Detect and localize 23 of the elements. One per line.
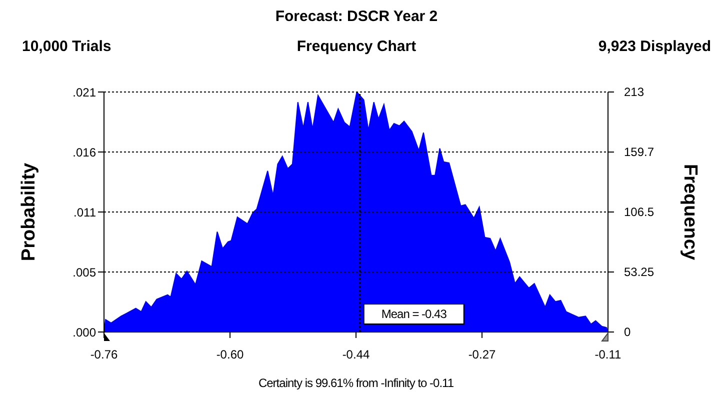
y2-axis-title: Frequency bbox=[679, 164, 700, 260]
chart-title: Forecast: DSCR Year 2 bbox=[274, 8, 439, 25]
chart-subtitle: Frequency Chart bbox=[296, 38, 416, 55]
text: 9,923 Displayed bbox=[598, 38, 711, 55]
y2-tick-label: 0 bbox=[624, 325, 631, 339]
y-tick-label: .021 bbox=[72, 85, 96, 100]
x-tick-label: -0.44 bbox=[342, 348, 370, 362]
y2-tick-label: 213 bbox=[624, 85, 644, 99]
ref-line-label: Mean = -0.43 bbox=[381, 307, 448, 321]
x-tick-label: -0.11 bbox=[594, 348, 622, 362]
text: 10,000 Trials bbox=[22, 38, 112, 55]
x-tick-label: -0.76 bbox=[90, 348, 118, 362]
text: Certainty is 99.61% from -Infinity to -0.11 bbox=[257, 376, 455, 390]
y-tick-label: .011 bbox=[74, 205, 96, 220]
y-tick-label: .000 bbox=[72, 325, 96, 340]
y2-tick-label: 53.25 bbox=[624, 265, 654, 279]
y-axis-title: Probability bbox=[18, 162, 40, 262]
x-tick-label: -0.27 bbox=[468, 348, 496, 362]
y-tick-label: .016 bbox=[72, 145, 96, 160]
y2-tick-label: 159.7 bbox=[624, 145, 654, 160]
y2-tick-label: 106.5 bbox=[624, 205, 654, 219]
x-tick-label: -0.60 bbox=[216, 348, 244, 362]
y-tick-label: .005 bbox=[72, 265, 96, 280]
